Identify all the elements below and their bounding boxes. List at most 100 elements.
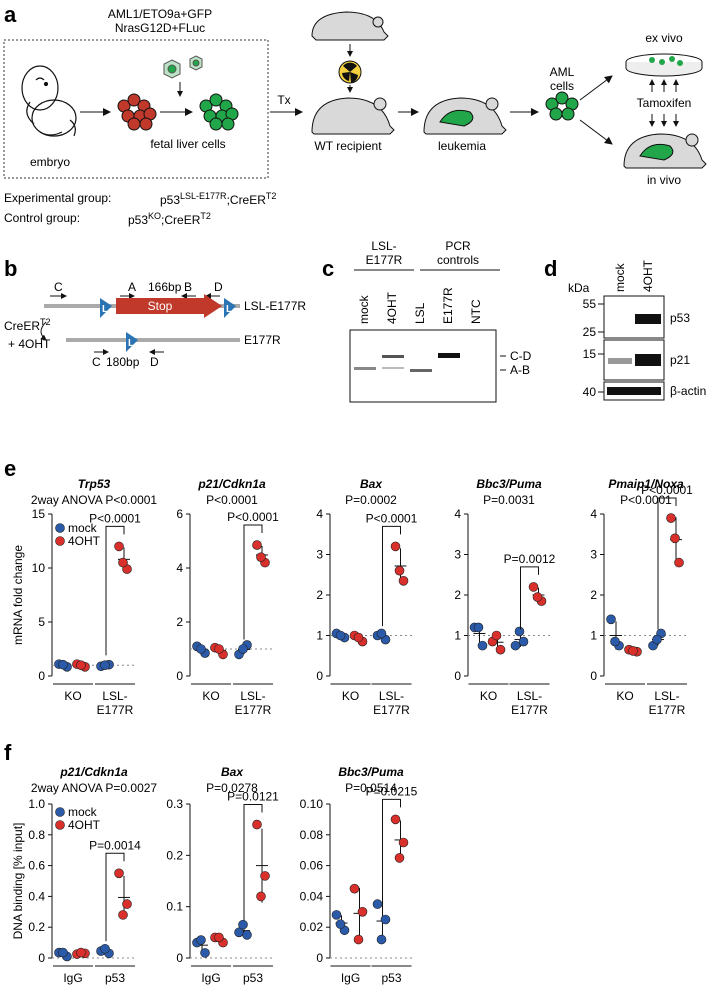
wb-lane-label: 4OHT (641, 259, 655, 292)
y-tick-label: 0.10 (300, 797, 324, 811)
data-point-4oht (214, 932, 224, 943)
data-point-4oht (114, 868, 124, 879)
data-point-4oht (122, 899, 132, 909)
data-point-4oht (353, 632, 364, 643)
y-tick-label: 1 (590, 629, 597, 643)
y-tick-label: 2 (176, 615, 183, 629)
data-point-mock (652, 634, 662, 645)
data-point-4oht (76, 947, 86, 958)
group-label: KO (616, 689, 633, 703)
tamoxifen-arrows (649, 79, 679, 127)
aml-cells-label-2: cells (550, 79, 574, 93)
group-label: E177R (649, 703, 686, 717)
data-point-mock (518, 636, 529, 647)
panel-label-f: f (4, 740, 12, 765)
data-point-mock (514, 626, 525, 637)
comparison-p-value: P<0.0001 (641, 483, 693, 497)
data-point-mock (100, 660, 110, 671)
data-point-4oht (390, 541, 401, 552)
data-point-4oht (353, 934, 364, 945)
data-point-4oht (394, 853, 405, 863)
group-label: LSL- (654, 689, 679, 703)
y-tick-label: 0 (176, 951, 183, 965)
group-label: KO (202, 689, 219, 703)
plot-title: Bbc3/Puma (476, 477, 542, 491)
panel-label-e: e (4, 456, 16, 481)
tamoxifen-label: Tamoxifen (637, 96, 692, 110)
y-tick-label: 3 (316, 548, 323, 562)
stop-label: Stop (148, 299, 173, 313)
y-tick-label: 0.06 (300, 859, 324, 873)
data-point-4oht (528, 582, 539, 592)
wb-markers: 55 25 15 40 (583, 297, 604, 399)
panel-a-dashed-box (3, 39, 269, 179)
plot-title: Bax (221, 765, 244, 779)
data-point-mock (238, 644, 248, 654)
mouse-icon (311, 97, 395, 135)
primer-b-label: B (184, 280, 192, 294)
data-point-mock (335, 630, 346, 641)
amplicon-166-label: 166bp (148, 280, 182, 294)
ctrl-group-label: Control group: (4, 211, 80, 225)
y-tick-label: 0 (454, 669, 461, 683)
band-ab-label: A-B (510, 363, 530, 377)
wb-band (607, 387, 661, 395)
y-tick-label: 2 (454, 588, 461, 602)
data-point-4oht (628, 646, 638, 656)
ctrl-group-genotype: p53KO;CreERT2 (128, 211, 211, 227)
ex-vivo-label: ex vivo (645, 31, 683, 45)
cre-arrow (40, 321, 47, 341)
comparison-bracket (382, 525, 401, 627)
data-point-4oht (491, 630, 502, 641)
wb-marker-label: 15 (583, 347, 597, 361)
y-tick-label: 2 (590, 588, 597, 602)
wb-protein-labels: p53 p21 β-actin (670, 311, 706, 398)
comparison-bracket (520, 566, 539, 630)
wb-marker-label: 55 (583, 297, 597, 311)
virus-particle-icon (163, 55, 203, 79)
gel-image (349, 329, 497, 403)
exp-group-genotype: p53LSL-E177R;CreERT2 (160, 191, 276, 207)
leukemic-spleen-icon (439, 109, 474, 127)
data-point-mock (335, 919, 346, 929)
y-tick-label: 1.0 (28, 797, 45, 811)
wb-marker-label: 25 (583, 325, 597, 339)
primer-d-label: D (214, 280, 223, 294)
comparison-p-value: P<0.0001 (227, 510, 279, 524)
loxp-icon (100, 298, 112, 318)
data-point-4oht (252, 540, 262, 550)
y-tick-label: 2 (316, 588, 323, 602)
gel-band (382, 355, 404, 358)
group-label: p53 (105, 971, 125, 985)
arrow-to-ex-vivo (579, 75, 613, 101)
data-point-mock (376, 628, 387, 639)
plot-subtitle: 2way ANOVA P=0.0027 (31, 781, 158, 795)
gel-band (382, 367, 404, 369)
dot-plot-p21-cdkn1a: p21/Cdkn1a 2way ANOVA P=0.0027 0 0.2 0.4 0.6 0… (11, 765, 157, 985)
aml-cell-cluster-icon (545, 91, 579, 121)
plot-title: Bbc3/Puma (338, 765, 404, 779)
group-label: LSL- (517, 689, 542, 703)
wb-lane-label: mock (613, 262, 627, 292)
data-point-4oht (666, 513, 676, 523)
data-point-mock (242, 930, 252, 940)
kda-label: kDa (568, 281, 590, 295)
dot-plot-p21-cdkn1a: p21/Cdkn1a P<0.0001 0 2 4 6 KO LSL-E177R P<0.000… (176, 477, 279, 717)
gel-band (354, 367, 376, 370)
green-cell-cluster-icon (199, 93, 239, 131)
data-point-4oht (398, 576, 409, 586)
plot-subtitle: P=0.0002 (345, 493, 397, 507)
amplicon-180-label: 180bp (106, 355, 140, 369)
data-point-mock (196, 644, 206, 654)
group-label: E177R (235, 703, 272, 717)
comparison-p-value: P=0.0014 (89, 838, 141, 852)
group-label: KO (64, 689, 81, 703)
panel-label-b: b (4, 256, 17, 281)
data-point-mock (380, 914, 391, 925)
data-point-4oht (398, 837, 409, 848)
red-cell-cluster-icon (117, 93, 157, 131)
comparison-p-value: P=0.0012 (504, 552, 556, 566)
loxp-label: L (226, 304, 232, 315)
petri-dish-icon (625, 53, 703, 77)
comparison-p-value: P<0.0001 (89, 511, 141, 525)
